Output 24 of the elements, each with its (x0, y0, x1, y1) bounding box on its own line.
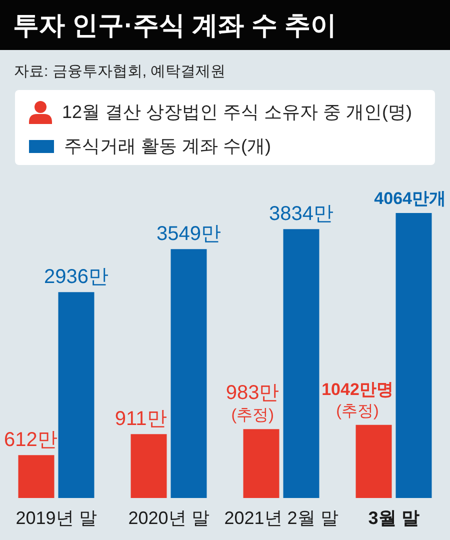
x-tick-label: 2020년 말 (128, 508, 210, 528)
x-tick-label: 2021년 2월 말 (224, 508, 338, 528)
data-label: 2936만 (44, 266, 108, 288)
data-label: 911만 (114, 408, 167, 430)
data-label: 3834만 (268, 203, 334, 226)
bar (396, 213, 432, 498)
bar (356, 424, 392, 498)
data-label: 3549만 (156, 223, 221, 246)
data-label: 983만 (추정) (226, 382, 280, 424)
bar (130, 434, 167, 498)
x-tick-label: 2019년 말 (16, 508, 97, 528)
text: 자료: 금융투자협회, 예탁결제원 (14, 62, 227, 81)
legend-label: 12월 결산 상장법인 주식 소유자 중 개인(명) (62, 101, 412, 124)
x-tick-label: 3월 말 (368, 508, 420, 528)
legend-label: 주식거래 활동 계좌 수(개) (64, 135, 271, 158)
bar (283, 229, 320, 498)
data-label: 4064만개 (374, 189, 446, 208)
bar (18, 455, 54, 498)
data-label: 612만 (4, 429, 58, 452)
bar (243, 429, 280, 498)
data-label: 1042만명 (추정) (322, 380, 394, 420)
chart-title: 투자 인구·주식 계좌 수 추이 (0, 0, 450, 50)
bar (170, 249, 207, 498)
bar (58, 292, 94, 498)
